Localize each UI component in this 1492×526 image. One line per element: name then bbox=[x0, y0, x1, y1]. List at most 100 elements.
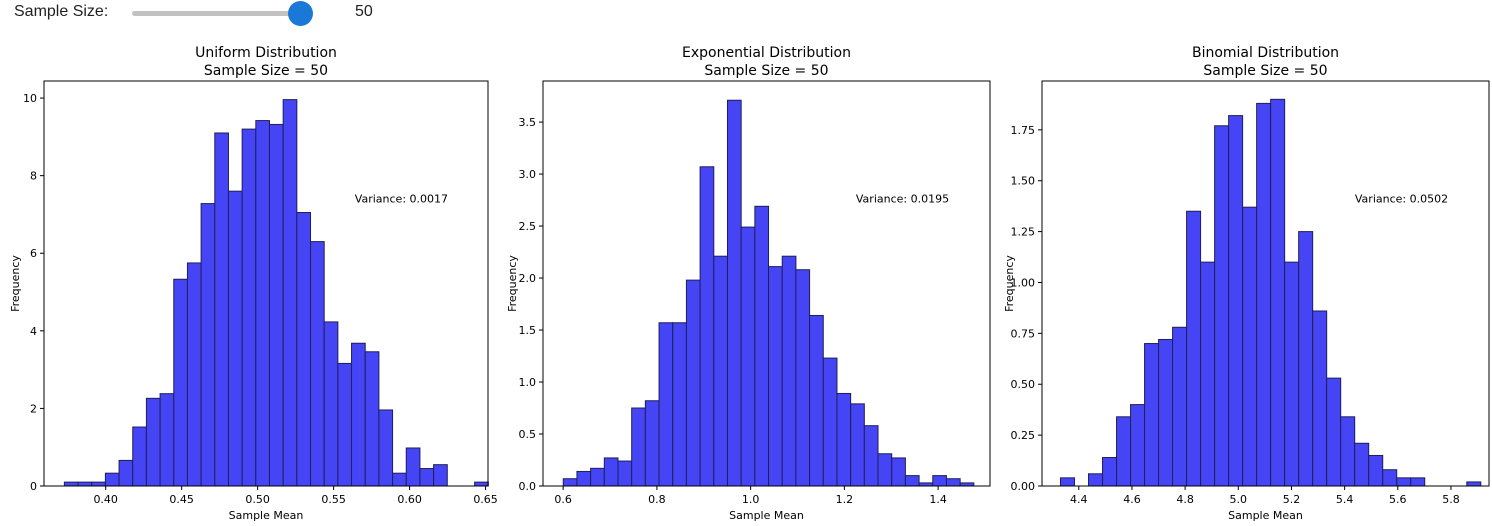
histogram-bar bbox=[1200, 261, 1216, 487]
y-tick-label: 0.5 bbox=[519, 428, 537, 441]
x-tick-label: 4.4 bbox=[1070, 493, 1088, 506]
histogram-bar bbox=[768, 266, 783, 487]
y-tick-label: 0.00 bbox=[1011, 480, 1036, 493]
histogram-bar bbox=[1102, 457, 1118, 487]
x-tick-label: 0.50 bbox=[245, 493, 270, 506]
y-tick-label: 1.5 bbox=[519, 324, 537, 337]
histogram-bar bbox=[644, 400, 660, 487]
histogram-bar bbox=[740, 226, 756, 487]
x-tick-label: 5.4 bbox=[1336, 493, 1354, 506]
histogram-bar bbox=[781, 255, 797, 487]
y-tick-label: 1.75 bbox=[1011, 124, 1036, 137]
histogram-bar bbox=[1186, 210, 1202, 487]
histogram-bar bbox=[795, 269, 811, 487]
histogram-bar bbox=[268, 123, 284, 487]
histogram-bar bbox=[351, 342, 366, 487]
histogram-bar bbox=[118, 459, 134, 487]
axes-frame bbox=[542, 80, 991, 487]
sample-size-slider-thumb[interactable] bbox=[288, 1, 313, 26]
histogram-bar bbox=[1382, 469, 1398, 487]
histogram-bar bbox=[1158, 338, 1174, 487]
chart-title: Uniform Distribution bbox=[195, 45, 337, 61]
axes-frame bbox=[43, 80, 489, 487]
histogram-bar bbox=[77, 481, 93, 487]
uniform-histogram: Uniform Distribution Sample Size = 50 0.40… bbox=[9, 45, 497, 522]
y-tick-label: 2.5 bbox=[519, 220, 537, 233]
chart-subtitle: Sample Size = 50 bbox=[1203, 63, 1327, 79]
x-tick-label: 4.8 bbox=[1176, 493, 1194, 506]
x-axis-label: Sample Mean bbox=[1228, 509, 1303, 522]
histogram-bar bbox=[378, 409, 394, 487]
histogram-bar bbox=[364, 351, 380, 487]
histogram-bar bbox=[1354, 442, 1370, 487]
histogram-bar bbox=[296, 212, 312, 487]
y-tick-label: 4 bbox=[30, 325, 37, 338]
sample-size-slider-track[interactable] bbox=[132, 11, 302, 16]
histogram-bar bbox=[1284, 261, 1300, 487]
histogram-bar bbox=[603, 457, 619, 487]
histogram-bar bbox=[474, 481, 489, 487]
x-tick-label: 1.4 bbox=[929, 493, 947, 506]
histogram-bar bbox=[173, 278, 188, 487]
histogram-bar bbox=[1410, 477, 1426, 487]
sample-size-control: Sample Size: 50 bbox=[0, 0, 1492, 28]
histogram-bar bbox=[1144, 343, 1160, 487]
histogram-bar bbox=[1340, 416, 1356, 487]
histogram-bar bbox=[1396, 477, 1412, 487]
chart-title: Binomial Distribution bbox=[1192, 45, 1339, 61]
x-tick-label: 0.65 bbox=[473, 493, 497, 506]
histogram-bar bbox=[323, 321, 339, 487]
variance-annotation: Variance: 0.0017 bbox=[355, 193, 448, 206]
histogram-bar bbox=[186, 262, 202, 487]
histogram-bar bbox=[1242, 206, 1258, 487]
histogram-bar bbox=[104, 472, 120, 487]
histogram-bar bbox=[159, 393, 175, 487]
histogram-bar bbox=[1270, 98, 1286, 487]
x-tick-label: 0.6 bbox=[554, 493, 572, 506]
y-tick-label: 2 bbox=[30, 402, 37, 415]
histogram-bar bbox=[419, 468, 435, 487]
x-tick-label: 5.8 bbox=[1442, 493, 1460, 506]
variance-annotation: Variance: 0.0195 bbox=[856, 193, 949, 206]
histogram-bar bbox=[433, 464, 448, 487]
y-tick-label: 0 bbox=[30, 480, 37, 493]
y-tick-label: 2.0 bbox=[519, 272, 537, 285]
x-tick-label: 0.55 bbox=[321, 493, 346, 506]
histogram-bar bbox=[132, 426, 147, 487]
histogram-bar bbox=[685, 279, 701, 487]
histogram-bar bbox=[726, 99, 742, 487]
histogram-bar bbox=[850, 403, 865, 487]
sample-size-value: 50 bbox=[355, 3, 373, 20]
histogram-bar bbox=[562, 478, 578, 487]
histogram-bar bbox=[891, 457, 906, 487]
x-tick-label: 0.40 bbox=[93, 493, 118, 506]
y-tick-label: 0.50 bbox=[1011, 378, 1036, 391]
x-tick-label: 5.2 bbox=[1283, 493, 1301, 506]
y-tick-label: 1.0 bbox=[519, 376, 537, 389]
histogram-bar bbox=[227, 190, 243, 487]
histogram-bar bbox=[631, 407, 646, 487]
histogram-bar bbox=[945, 478, 961, 487]
histogram-bar bbox=[809, 314, 824, 487]
histogram-bar bbox=[145, 397, 161, 487]
histogram-bar bbox=[1214, 125, 1230, 487]
y-tick-label: 6 bbox=[30, 247, 37, 260]
histogram-bar bbox=[1130, 404, 1146, 487]
x-axis-label: Sample Mean bbox=[729, 509, 804, 522]
y-tick-label: 3.0 bbox=[519, 168, 537, 181]
histogram-bar bbox=[617, 460, 633, 487]
histogram-bar bbox=[1326, 377, 1342, 487]
histogram-bar bbox=[713, 255, 728, 487]
y-tick-label: 0.75 bbox=[1011, 327, 1036, 340]
x-tick-label: 0.45 bbox=[169, 493, 194, 506]
histogram-bar bbox=[863, 425, 879, 487]
histogram-bar bbox=[1088, 473, 1104, 487]
histogram-bar bbox=[822, 357, 838, 487]
histogram-bar bbox=[63, 481, 79, 487]
histogram-bar bbox=[877, 453, 893, 487]
y-tick-label: 10 bbox=[23, 92, 37, 105]
x-tick-label: 1.2 bbox=[836, 493, 854, 506]
histogram-bar bbox=[1172, 326, 1188, 487]
histogram-bar bbox=[1368, 454, 1384, 487]
histogram-bar bbox=[255, 120, 270, 487]
